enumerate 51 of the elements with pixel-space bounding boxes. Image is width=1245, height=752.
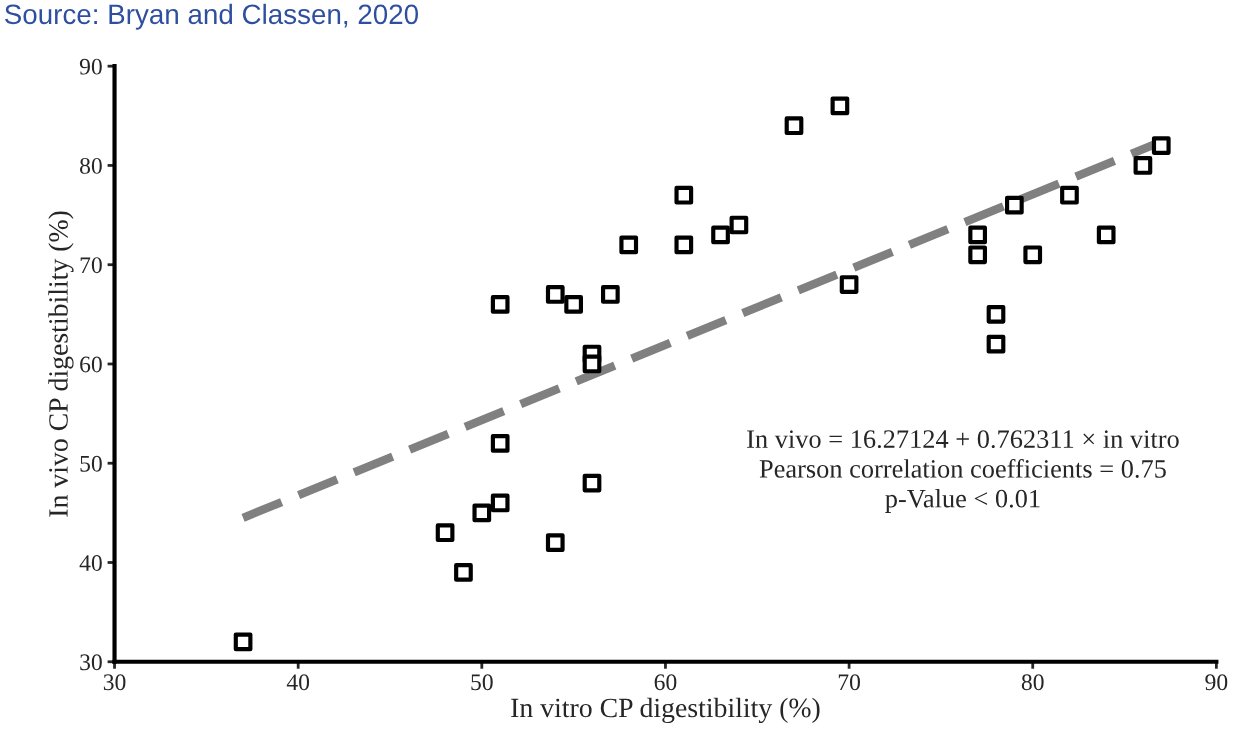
point <box>600 285 620 304</box>
source-note: Source: Bryan and Classen, 2020 <box>5 3 419 30</box>
point <box>619 235 639 255</box>
y-tick-label: 80 <box>80 157 102 174</box>
y-axis-title: In vivo CP digestibility (%) <box>48 211 74 517</box>
point <box>582 354 602 374</box>
x-tick-label: 60 <box>654 674 677 691</box>
point <box>1096 225 1116 245</box>
annotation: p-Value < 0.01 <box>885 488 1040 513</box>
x-tick-label: 90 <box>1205 674 1228 691</box>
point <box>545 285 565 304</box>
y-tick-label: 50 <box>80 455 102 472</box>
point <box>490 295 510 314</box>
point <box>490 434 510 453</box>
point <box>472 503 492 523</box>
point <box>233 632 253 652</box>
x-tick-label: 50 <box>471 674 493 691</box>
point <box>839 275 859 294</box>
y-tick-label: 30 <box>80 654 102 671</box>
point <box>1060 185 1079 205</box>
point <box>545 533 565 553</box>
point <box>968 245 988 265</box>
annotation: In vivo = 16.27124 + 0.762311 × in vitro <box>747 430 1179 449</box>
y-tick-label: 70 <box>80 257 102 274</box>
y-tick-label: 60 <box>80 356 102 373</box>
x-tick-label: 70 <box>838 674 860 691</box>
y-tick-label: 40 <box>79 554 102 571</box>
point <box>674 185 694 205</box>
point <box>986 334 1006 354</box>
point <box>1023 245 1043 265</box>
x-tick-label: 40 <box>286 674 310 691</box>
point <box>1133 156 1153 175</box>
x-tick-label: 80 <box>1021 674 1044 691</box>
annotation: Pearson correlation coefficients = 0.75 <box>759 458 1166 478</box>
point <box>564 295 584 314</box>
x-axis-title: In vitro CP digestibility (%) <box>511 697 820 724</box>
point <box>1151 136 1171 155</box>
x-tick-label: 30 <box>103 674 126 691</box>
point <box>1004 195 1024 215</box>
point <box>986 304 1006 324</box>
point <box>830 96 850 116</box>
point <box>784 116 804 136</box>
y-tick-label: 90 <box>79 58 102 75</box>
point <box>711 225 730 245</box>
point <box>490 493 510 513</box>
point <box>674 235 694 255</box>
point <box>454 563 473 582</box>
point <box>968 225 988 245</box>
point <box>582 473 602 493</box>
point <box>435 523 455 543</box>
point <box>729 215 749 235</box>
